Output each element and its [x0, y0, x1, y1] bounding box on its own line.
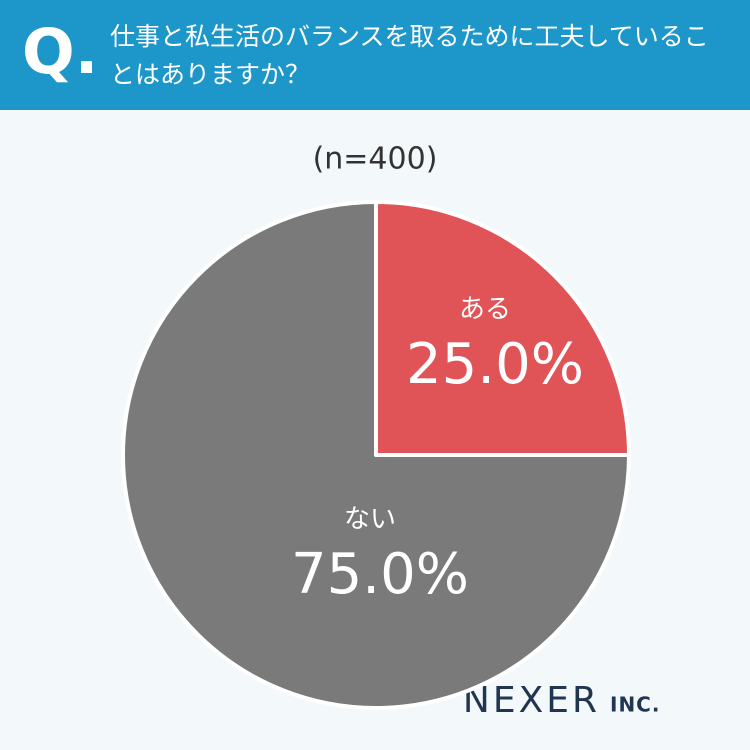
- brand-suffix: INC.: [610, 693, 660, 717]
- question-marker: Q.: [22, 15, 99, 88]
- pie-slice: [121, 200, 631, 710]
- header: Q. 仕事と私生活のバランスを取るために工夫していることはありますか？: [0, 0, 750, 110]
- slice-category: ある: [459, 295, 511, 325]
- chart: (n=400) NEXER INC. ある 25.0% ない 75.0%: [121, 142, 660, 721]
- brand-name: NEXER: [463, 680, 600, 721]
- slice-category: ない: [344, 505, 396, 535]
- chart-title: 仕事と私生活のバランスを取るために工夫していることはありますか？: [110, 22, 709, 89]
- slice-value-label: 25.0%: [406, 332, 584, 397]
- pie-slice: [374, 200, 631, 457]
- subtitle: (n=400): [313, 142, 438, 177]
- slice-value-label: 75.0%: [291, 542, 469, 607]
